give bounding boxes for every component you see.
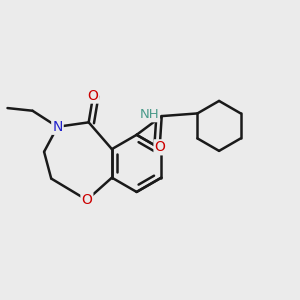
Text: O: O [154,140,165,154]
Text: O: O [88,88,99,103]
Text: NH: NH [140,108,159,121]
Text: O: O [82,193,92,207]
Text: N: N [52,120,63,134]
